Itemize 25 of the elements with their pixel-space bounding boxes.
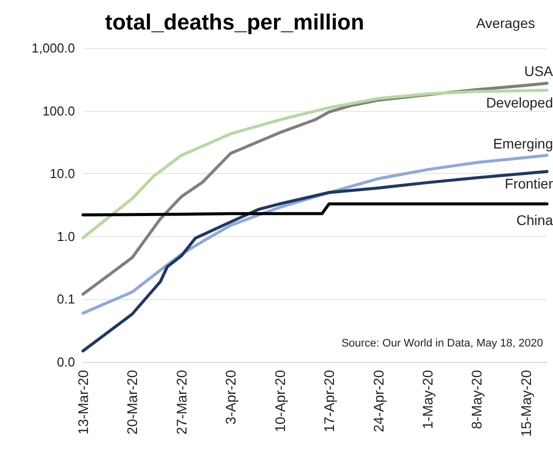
x-tick-label: 13-Mar-20 <box>75 370 91 435</box>
x-tick-label: 1-May-20 <box>419 370 436 430</box>
y-tick-label: 0.1 <box>56 292 75 307</box>
series-label: USA <box>524 63 553 80</box>
series-label: Emerging <box>493 135 553 152</box>
x-tick-label: 27-Mar-20 <box>173 370 190 435</box>
series-label: China <box>516 212 553 228</box>
x-tick-label: 17-Apr-20 <box>321 370 338 432</box>
line-series <box>82 202 548 216</box>
x-tick-label: 15-May-20 <box>518 370 534 437</box>
y-tick-label: 1,000.0 <box>32 40 75 56</box>
series-label: Developed <box>486 94 553 110</box>
x-tick-label: 8-May-20 <box>468 370 485 430</box>
y-tick-label: 0.0 <box>56 354 75 370</box>
chart-title: total_deaths_per_million <box>105 10 364 34</box>
x-tick-label: 3-Apr-20 <box>222 370 239 424</box>
x-tick-label: 10-Apr-20 <box>272 370 288 432</box>
y-tick-label: 10.0 <box>50 166 75 182</box>
y-tick-label: 100.0 <box>42 103 75 118</box>
series-label: Frontier <box>504 176 553 192</box>
legend-title: Averages <box>476 15 536 31</box>
x-tick-label: 24-Apr-20 <box>370 370 386 432</box>
y-tick-label: 1.0 <box>56 228 75 244</box>
annotation: Source: Our World in Data, May 18, 2020 <box>341 338 543 350</box>
x-tick-label: 20-Mar-20 <box>124 370 140 435</box>
